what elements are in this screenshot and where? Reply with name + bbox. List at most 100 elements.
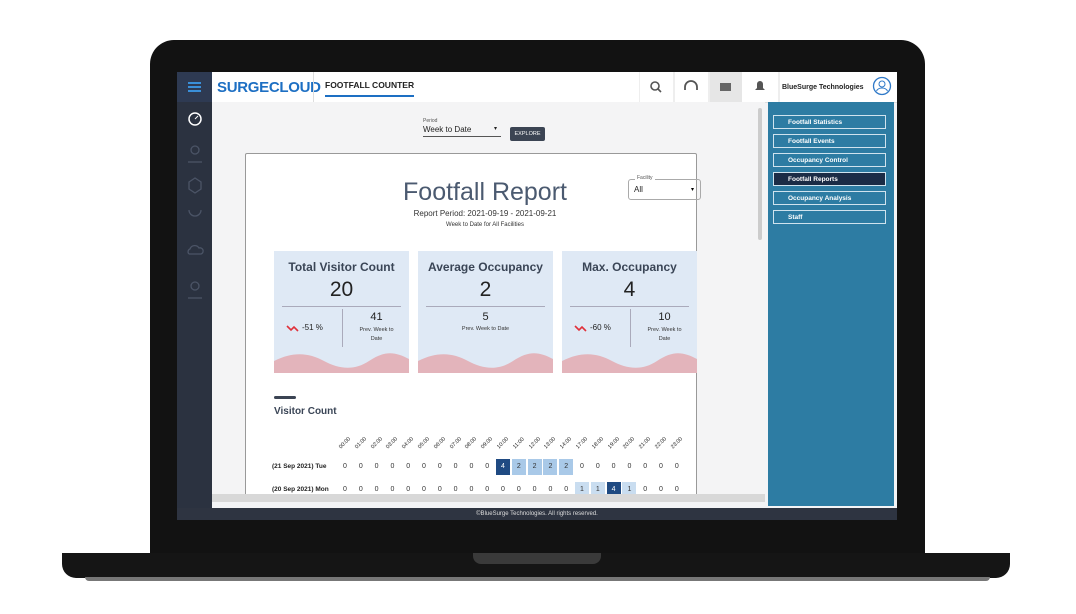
hour-label: 19:00 (606, 436, 621, 451)
heat-cell: 0 (406, 486, 411, 493)
h-scrollbar (212, 494, 765, 502)
heat-cell: 0 (548, 486, 553, 493)
heat-cell: 0 (516, 486, 521, 493)
kpi-prev-label: Prev. Week to Date (359, 327, 394, 342)
hour-label: 21:00 (638, 436, 653, 451)
hour-label: 17:00 (575, 436, 589, 451)
top-bar: SURGECLOUD FOOTFALL COUNTER BlueSurge Te… (177, 72, 897, 103)
menu-button[interactable] (177, 72, 212, 102)
tab[interactable]: FOOTFALL COUNTER (325, 80, 415, 97)
heat-cell: 0 (343, 463, 347, 470)
heat-cell: 2 (511, 459, 526, 475)
laptop-notch (473, 553, 601, 564)
heat-cell: 0 (422, 486, 426, 493)
kpi-change-text: -60 % (590, 323, 611, 332)
report-title: Footfall Report (403, 178, 567, 206)
kpi-card: Max. Occupancy 4 -60 % 10 Prev. Week to Date (562, 251, 697, 373)
avatar[interactable] (872, 76, 892, 96)
hour-label: 09:00 (480, 436, 495, 451)
explore-button[interactable]: EXPLORE (510, 127, 545, 141)
hour-label: 02:00 (369, 436, 384, 451)
hour-label: 06:00 (432, 436, 447, 451)
heat-cell: 0 (453, 463, 458, 470)
section-marker (274, 396, 296, 399)
heat-cell: 2 (543, 459, 558, 475)
nav-item[interactable]: Occupancy Analysis (773, 191, 886, 205)
nav-item[interactable]: Footfall Reports (773, 172, 886, 186)
kpi-change: -51 % (286, 323, 323, 332)
heat-cell: 0 (643, 463, 648, 470)
row-label: (20 Sep 2021) Mon (272, 486, 329, 493)
content: Period Week to Date ▾ EXPLORE Footfall Re… (212, 102, 765, 502)
hour-label: 23:00 (669, 436, 684, 451)
nav-item[interactable]: Staff (773, 210, 886, 224)
left-sidebar (177, 102, 212, 520)
heat-cell: 0 (595, 463, 600, 470)
heat-cell: 4 (496, 459, 510, 475)
nav-item[interactable]: Occupancy Control (773, 153, 886, 167)
brand: SURGECLOUD (217, 79, 321, 96)
hour-label: 08:00 (464, 436, 479, 451)
heat-cell: 0 (627, 463, 632, 470)
heat-cell: 0 (659, 463, 663, 470)
period-select[interactable]: Week to Date ▾ (423, 125, 501, 137)
screen: SURGECLOUD FOOTFALL COUNTER BlueSurge Te… (177, 72, 897, 520)
kpi-card: Average Occupancy 2 5 Prev. Week to Date (418, 251, 553, 373)
hour-label: 14:00 (559, 436, 574, 451)
kpi-prev: 41 (370, 311, 383, 323)
laptop-foot (85, 577, 990, 581)
nav-item[interactable]: Footfall Statistics (773, 115, 886, 129)
divider (630, 309, 631, 347)
nav-item[interactable]: Footfall Events (773, 134, 886, 148)
heat-cell: 0 (374, 463, 379, 470)
heat-cell: 2 (527, 459, 542, 475)
divider (570, 306, 689, 307)
divider (426, 306, 545, 307)
heat-cell: 2 (559, 459, 574, 475)
user-name: BlueSurge Technologies (782, 84, 864, 91)
heat-cell: 0 (469, 463, 474, 470)
heat-cell: 0 (611, 463, 616, 470)
hour-label: 10:00 (496, 436, 510, 451)
heat-cell: 0 (580, 463, 584, 470)
kpi-change: -60 % (574, 323, 611, 332)
divider (282, 306, 401, 307)
heat-cell: 0 (374, 486, 379, 493)
divider (342, 309, 343, 347)
heat-cell: 0 (659, 486, 663, 493)
kpi-prev: 5 (482, 311, 489, 323)
kpi-title: Total Visitor Count (288, 260, 395, 274)
toolbar-icons (639, 72, 780, 102)
heat-cell: 0 (390, 463, 395, 470)
hour-label: 13:00 (543, 436, 558, 451)
kpi-prev-label: Prev. Week to Date (647, 327, 682, 342)
row-label: (21 Sep 2021) Tue (272, 463, 327, 470)
kpi-change-text: -51 % (302, 323, 323, 332)
hour-label: 03:00 (385, 436, 400, 451)
period-value: Week to Date (423, 125, 472, 134)
heat-cell: 0 (358, 463, 363, 470)
facility-select[interactable]: Facility All ▾ (628, 175, 701, 200)
report-period: Report Period: 2021-09-19 - 2021-09-21 (413, 209, 557, 218)
footer: ©BlueSurge Technologies. All rights rese… (177, 508, 897, 520)
period-label: Period (423, 118, 438, 124)
hour-label: 11:00 (511, 436, 526, 451)
sidebar-icons (187, 112, 204, 299)
heat-cell: 0 (469, 486, 474, 493)
kpi-value: 2 (479, 278, 492, 301)
hour-label: 01:00 (353, 436, 368, 451)
hour-label: 04:00 (401, 436, 416, 451)
hour-label: 00:00 (338, 436, 352, 451)
report-subtitle: Week to Date for All Facilities (446, 222, 524, 228)
scrollbar (758, 108, 762, 240)
right-panel (768, 102, 894, 506)
kpi-title: Average Occupancy (428, 260, 543, 274)
kpi-value: 4 (623, 278, 636, 301)
heat-cell: 0 (674, 486, 679, 493)
kpi-title: Max. Occupancy (582, 260, 677, 274)
heat-cell: 0 (343, 486, 347, 493)
hour-label: 20:00 (622, 436, 637, 451)
facility-value: All (634, 185, 643, 194)
hour-label: 22:00 (654, 436, 668, 451)
facility-label: Facility (635, 175, 655, 181)
